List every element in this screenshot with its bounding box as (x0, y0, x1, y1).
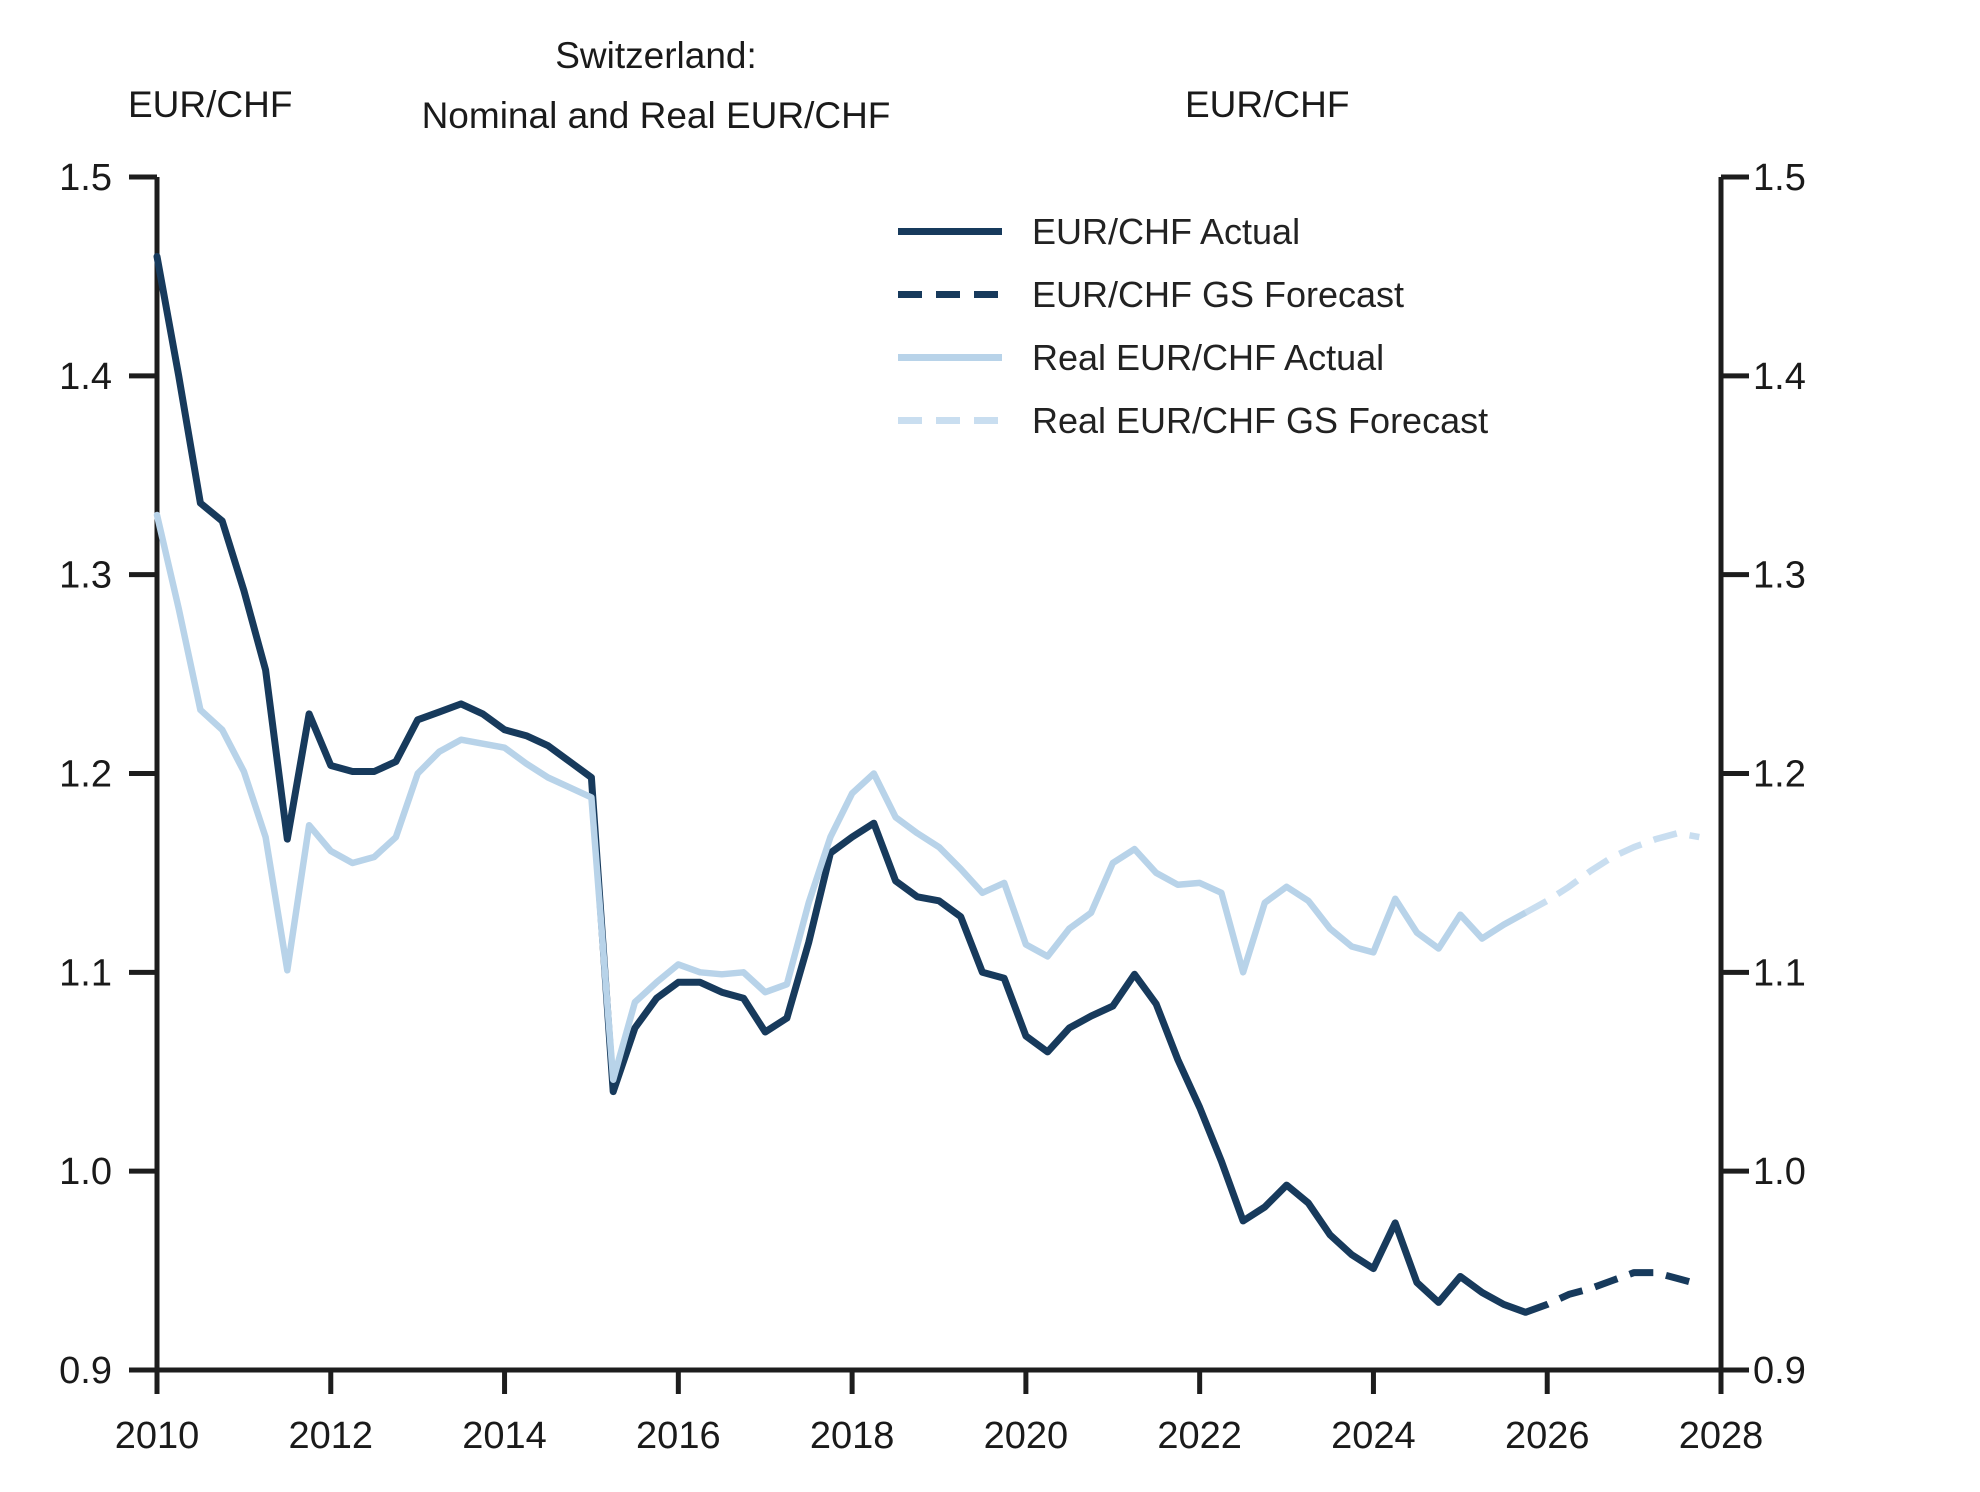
right-y-tick-label: 1.3 (1753, 555, 1806, 597)
left-y-tick-label: 1.5 (59, 157, 112, 199)
right-axis-unit-label: EUR/CHF (1185, 84, 1350, 125)
left-y-tick-label: 0.9 (59, 1350, 112, 1392)
legend-label: EUR/CHF Actual (1032, 210, 1301, 252)
chart-title: Switzerland: Nominal and Real EUR/CHF (422, 26, 891, 146)
x-tick-label: 2026 (1505, 1415, 1590, 1457)
legend-swatch-real-eurchf-forecast (898, 417, 1002, 424)
right-y-tick-label: 1.5 (1753, 157, 1806, 199)
legend-label: Real EUR/CHF Actual (1032, 336, 1385, 378)
x-tick-label: 2020 (984, 1415, 1069, 1457)
legend-item: Real EUR/CHF Actual (898, 326, 1488, 389)
x-tick-label: 2016 (636, 1415, 721, 1457)
legend-swatch-eurchf-forecast (898, 291, 1002, 298)
legend-swatch-eurchf-actual (898, 228, 1002, 235)
chart-title-line2: Nominal and Real EUR/CHF (421, 95, 891, 136)
x-tick-label: 2018 (810, 1415, 895, 1457)
series-line-3 (1523, 829, 1700, 916)
legend-item: Real EUR/CHF GS Forecast (898, 389, 1488, 452)
x-tick-label: 2012 (289, 1415, 374, 1457)
left-y-tick-label: 1.1 (59, 952, 112, 994)
x-tick-label: 2022 (1157, 1415, 1242, 1457)
legend: EUR/CHF Actual EUR/CHF GS Forecast Real … (898, 200, 1488, 452)
series-line-1 (1524, 1269, 1701, 1316)
legend-swatch-real-eurchf-actual (898, 354, 1002, 361)
legend-label: Real EUR/CHF GS Forecast (1032, 399, 1489, 441)
series-line-2 (153, 511, 1529, 1083)
left-y-tick-label: 1.3 (59, 555, 112, 597)
left-y-tick-label: 1.0 (59, 1151, 112, 1193)
left-y-tick-label: 1.2 (59, 754, 112, 796)
x-tick-label: 2010 (115, 1415, 200, 1457)
series-line-0 (153, 253, 1529, 1316)
left-y-tick-label: 1.4 (59, 356, 112, 398)
legend-label: EUR/CHF GS Forecast (1032, 273, 1405, 315)
x-tick-label: 2014 (462, 1415, 547, 1457)
right-y-tick-label: 1.1 (1753, 952, 1806, 994)
x-tick-label: 2028 (1679, 1415, 1764, 1457)
chart-title-line1: Switzerland: (555, 35, 757, 76)
right-y-tick-label: 1.2 (1753, 754, 1806, 796)
legend-item: EUR/CHF Actual (898, 200, 1488, 263)
x-tick-label: 2024 (1331, 1415, 1416, 1457)
legend-item: EUR/CHF GS Forecast (898, 263, 1488, 326)
left-axis-unit-label: EUR/CHF (128, 84, 293, 125)
right-y-tick-label: 1.4 (1753, 356, 1806, 398)
right-y-tick-label: 1.0 (1753, 1151, 1806, 1193)
right-y-tick-label: 0.9 (1753, 1350, 1806, 1392)
